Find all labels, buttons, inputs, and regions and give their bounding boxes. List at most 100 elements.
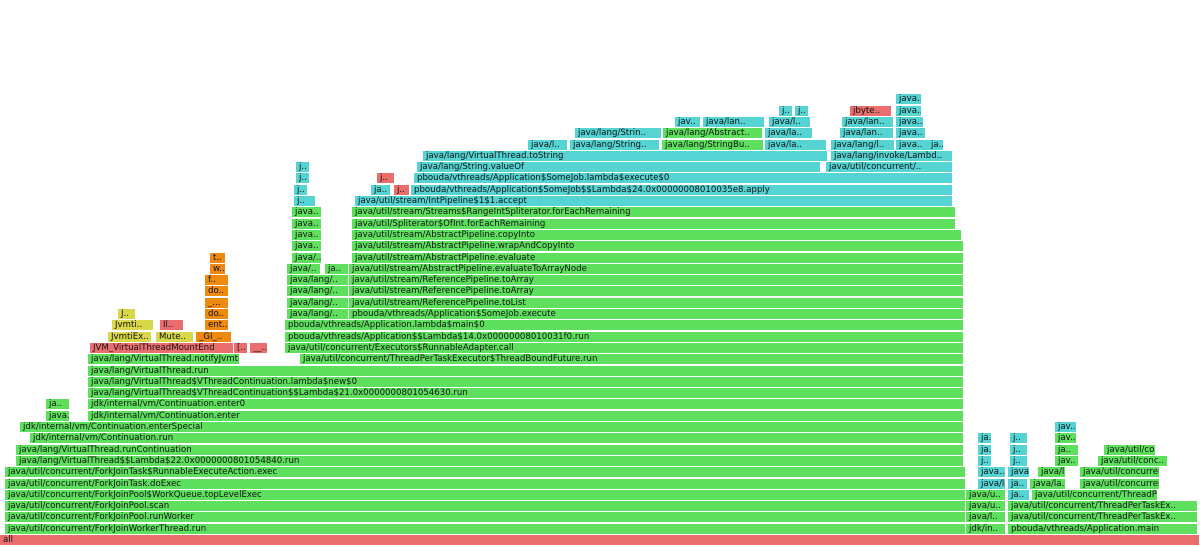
flame-frame[interactable]: _...	[205, 297, 229, 308]
flame-frame[interactable]: java/lang/Strin..	[575, 128, 662, 139]
flame-frame[interactable]: java/util/stream/ReferencePipeline.toLis…	[349, 297, 964, 308]
flame-frame[interactable]: java/l..	[528, 139, 568, 150]
flame-frame[interactable]: java/lan..	[840, 128, 894, 139]
flame-frame[interactable]: Mute..	[156, 331, 194, 342]
flame-frame[interactable]: ja..	[46, 399, 70, 410]
flame-frame[interactable]: java..	[46, 410, 70, 421]
flame-frame[interactable]: java/lan..	[703, 116, 765, 127]
flame-frame[interactable]: pbouda/vthreads/Application$SomeJob.exec…	[349, 309, 964, 319]
flame-frame[interactable]: java..	[896, 105, 922, 116]
flame-frame[interactable]: java/util/con..	[1104, 444, 1156, 455]
flame-frame[interactable]: java..	[896, 94, 922, 105]
flame-frame[interactable]: j..	[779, 105, 793, 116]
flame-frame[interactable]: j..	[394, 184, 410, 195]
flame-frame[interactable]: java..	[292, 218, 322, 229]
flame-frame[interactable]: java/lang/VirtualThread$$Lambda$22.0x000…	[16, 455, 964, 466]
flame-frame[interactable]: java..	[896, 139, 930, 150]
flame-frame[interactable]: Il..	[160, 320, 184, 331]
flame-frame[interactable]: java/util/concurrent/ForkJoinPool.runWor…	[5, 512, 966, 523]
flame-frame[interactable]: java/util/stream/ReferencePipeline.toArr…	[349, 286, 964, 297]
flame-frame[interactable]: _GI_..	[196, 331, 232, 342]
flame-frame[interactable]: java/util/stream/AbstractPipeline.evalua…	[352, 252, 964, 263]
flame-frame[interactable]: ent..	[205, 320, 229, 331]
flame-frame[interactable]: java..	[292, 241, 322, 252]
flame-frame[interactable]: java..	[1008, 467, 1030, 478]
flame-frame[interactable]: java..	[896, 128, 926, 139]
flame-frame[interactable]: jav..	[1055, 433, 1077, 444]
flame-frame[interactable]: java/la..	[765, 128, 813, 139]
flame-frame[interactable]: java/l..	[769, 116, 811, 127]
flame-frame[interactable]: java/util/concurrent/ThreadPerT..	[1032, 489, 1158, 500]
flame-frame[interactable]: java/u..	[966, 489, 1006, 500]
flame-frame[interactable]: java/lang/VirtualThread$VThreadContinuat…	[88, 388, 964, 399]
flame-frame[interactable]: java/util/concurrent/ThreadPerTaskExecut…	[300, 354, 964, 365]
flame-frame[interactable]: java/lang/VirtualThread.run	[88, 365, 964, 376]
flame-frame[interactable]: java/util/concurrent/Executors$RunnableA…	[285, 342, 964, 353]
flame-frame[interactable]: jdk/internal/vm/Continuation.enterSpecia…	[20, 422, 964, 432]
flame-frame[interactable]: java/lang/VirtualThread$VThreadContinuat…	[88, 376, 964, 387]
flame-frame[interactable]: w..	[210, 263, 226, 274]
flame-frame[interactable]: jbyte..	[850, 105, 892, 116]
flame-frame[interactable]: java/lang/String.valueOf	[417, 162, 821, 173]
flame-frame[interactable]: java/util/stream/AbstractPipeline.wrapAn…	[352, 241, 964, 252]
flame-frame[interactable]: f..	[205, 275, 229, 286]
flame-frame[interactable]: jdk/in..	[966, 523, 1006, 534]
flame-frame[interactable]: j..	[294, 184, 308, 195]
flame-frame[interactable]: j..	[296, 162, 310, 173]
flame-frame[interactable]: j..	[1010, 444, 1028, 455]
flame-frame[interactable]: java/util/concurrent/ForkJoinPool$WorkQu…	[5, 489, 966, 500]
flame-frame[interactable]: java/util/concurrent/ForkJoinTask$Runnab…	[5, 467, 966, 478]
flame-frame[interactable]: java..	[292, 207, 322, 218]
flame-frame[interactable]: ja..	[1008, 478, 1028, 489]
flame-frame[interactable]: java/util/stream/AbstractPipeline.evalua…	[349, 263, 964, 274]
flame-frame[interactable]: java/util/stream/ReferencePipeline.toArr…	[349, 275, 964, 286]
flame-frame[interactable]: pbouda/vthreads/Application$SomeJob$$Lam…	[411, 184, 953, 195]
flame-frame[interactable]: java/lang/invoke/Lambd..	[831, 150, 953, 161]
flame-frame[interactable]: ja..	[978, 444, 992, 455]
flame-frame[interactable]: do..	[205, 309, 229, 319]
flame-frame[interactable]: ja..	[1055, 444, 1079, 455]
flame-frame[interactable]: java/lang/..	[287, 286, 349, 297]
flame-frame[interactable]: ja..	[928, 139, 944, 150]
flame-frame[interactable]: pbouda/vthreads/Application$SomeJob.lamb…	[414, 173, 953, 184]
flame-frame[interactable]: jdk/internal/vm/Continuation.enter0	[88, 399, 964, 410]
flame-frame[interactable]: java/lang/..	[287, 275, 349, 286]
flame-frame[interactable]: java..	[896, 116, 924, 127]
flame-frame[interactable]: J..	[118, 309, 136, 319]
flame-frame[interactable]: java/..	[292, 252, 322, 263]
flame-frame[interactable]: java/lang/..	[287, 297, 349, 308]
flame-frame[interactable]: java/util/stream/Streams$RangeIntSpliter…	[352, 207, 956, 218]
flame-frame[interactable]: j..	[1010, 433, 1028, 444]
flame-frame[interactable]: ja..	[371, 184, 391, 195]
flame-frame[interactable]: java/lang/StringBu..	[662, 139, 764, 150]
flame-frame[interactable]: pbouda/vthreads/Application.main	[1008, 523, 1198, 534]
flame-frame[interactable]: jdk/internal/vm/Continuation.enter	[88, 410, 964, 421]
flame-frame[interactable]: java/lang/String..	[570, 139, 660, 150]
flame-frame[interactable]: JVM_VirtualThreadMountEnd	[90, 342, 234, 353]
flame-frame[interactable]: java/util/stream/IntPipeline$1$1.accept	[355, 196, 953, 206]
flame-frame[interactable]: java/util/concurrent/ForkJoinWorkerThrea…	[5, 523, 966, 534]
flame-frame[interactable]: ja..	[1008, 489, 1030, 500]
flame-frame[interactable]: java..	[978, 467, 1006, 478]
flame-frame[interactable]: java/lang/l..	[831, 139, 895, 150]
flame-frame[interactable]: java/util/concurrent/..	[1080, 478, 1160, 489]
flame-frame[interactable]: java/lang/Abstract..	[663, 128, 763, 139]
flame-frame[interactable]: j..	[377, 173, 395, 184]
flame-frame[interactable]: java/lan..	[842, 116, 894, 127]
flame-frame[interactable]: java/util/concurrent/ForkJoinTask.doExec	[5, 478, 966, 489]
flame-frame[interactable]: j..	[296, 173, 310, 184]
flame-frame[interactable]: java/util/conc..	[1098, 455, 1168, 466]
flame-frame[interactable]: java/util/stream/AbstractPipeline.copyIn…	[352, 229, 962, 240]
flame-frame[interactable]: java/lang/VirtualThread.toString	[423, 150, 828, 161]
flame-frame[interactable]: __..	[250, 342, 268, 353]
flame-frame[interactable]: java/l..	[1038, 467, 1066, 478]
flame-frame[interactable]: java/la..	[978, 478, 1006, 489]
flame-frame[interactable]: java/l..	[966, 512, 1006, 523]
flame-frame[interactable]: jav..	[1055, 422, 1077, 432]
flame-frame[interactable]: java/util/concurrent/ThreadPerTaskEx..	[1008, 512, 1198, 523]
flame-frame[interactable]: java/util/concurrent/ForkJoinPool.scan	[5, 501, 966, 512]
flame-frame[interactable]: do..	[205, 286, 229, 297]
flame-frame[interactable]: java/la..	[765, 139, 827, 150]
flame-frame[interactable]: pbouda/vthreads/Application$$Lambda$14.0…	[285, 331, 964, 342]
flame-frame[interactable]: jav..	[1055, 455, 1079, 466]
